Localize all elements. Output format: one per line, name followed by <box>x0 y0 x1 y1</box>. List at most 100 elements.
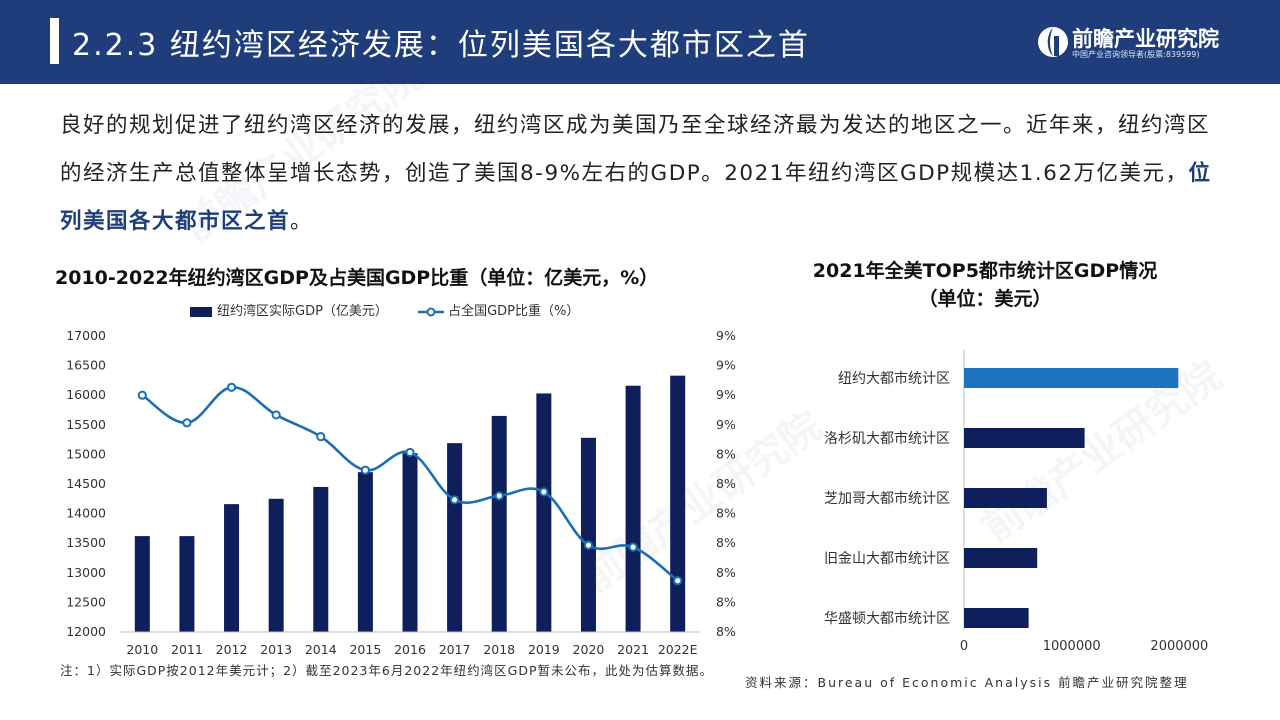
gdp-bar <box>313 486 329 632</box>
gdp-bar <box>670 375 686 632</box>
share-point <box>271 410 281 420</box>
x-axis-tick-label: 2012 <box>216 642 248 657</box>
y2-axis-tick-label: 8% <box>716 565 736 580</box>
share-point <box>450 495 460 505</box>
x-axis-tick-label: 2011 <box>171 642 203 657</box>
gdp-bar <box>536 393 552 632</box>
metro-gdp-bar <box>964 548 1038 568</box>
legend-label-share: 占全国GDP比重（%） <box>448 304 580 319</box>
y2-axis-tick-label: 8% <box>716 594 736 609</box>
x-axis-tick-label: 2016 <box>394 642 426 657</box>
gdp-bar <box>580 437 596 632</box>
legend-bar-swatch <box>190 306 212 317</box>
x-axis-tick-label: 2021 <box>617 642 649 657</box>
y2-axis-tick-label: 8% <box>716 624 736 639</box>
chart2-title: 2021年全美TOP5都市统计区GDP情况 <box>812 260 1158 282</box>
share-point <box>539 487 549 497</box>
x-axis-tick-label: 2010 <box>126 642 158 657</box>
share-point <box>628 542 638 552</box>
y-axis-tick-label: 13500 <box>66 535 106 550</box>
gdp-bar <box>447 443 463 632</box>
legend-item-gdp: 纽约湾区实际GDP（亿美元） <box>190 300 388 319</box>
metro-gdp-bar <box>964 608 1029 628</box>
intro-end: 。 <box>290 209 314 234</box>
metro-gdp-bar <box>964 488 1047 508</box>
y-axis-tick-label: 17000 <box>66 328 106 343</box>
x-axis-tick-label: 0 <box>960 639 968 654</box>
chart1-legend: 纽约湾区实际GDP（亿美元） 占全国GDP比重（%） <box>190 300 605 319</box>
header-accent-bar <box>50 18 59 64</box>
brand-name: 前瞻产业研究院 <box>1072 27 1219 51</box>
gdp-bar <box>357 472 373 632</box>
y2-axis-tick-label: 9% <box>716 387 736 402</box>
chart2-top5-metro-bar: 纽约大都市统计区洛杉矶大都市统计区芝加哥大都市统计区旧金山大都市统计区华盛顿大都… <box>824 350 1208 654</box>
y-axis-tick-label: 14500 <box>66 476 106 491</box>
y-axis-tick-label: 15000 <box>66 446 106 461</box>
share-point <box>226 382 237 392</box>
x-axis-tick-label: 2018 <box>483 642 515 657</box>
category-label: 华盛顿大都市统计区 <box>824 610 950 627</box>
brand-logo-icon <box>1038 27 1068 57</box>
share-point <box>583 540 594 550</box>
category-label: 芝加哥大都市统计区 <box>824 490 950 507</box>
share-point <box>405 447 415 458</box>
y2-axis-tick-label: 9% <box>716 417 736 432</box>
legend-item-share: 占全国GDP比重（%） <box>418 300 579 319</box>
metro-gdp-bar <box>964 428 1085 448</box>
page-header: 2.2.3 纽约湾区经济发展：位列美国各大都市区之首 前瞻产业研究院 中国产业咨… <box>0 0 1280 84</box>
y-axis-tick-label: 13000 <box>66 565 106 580</box>
gdp-bar <box>625 385 641 632</box>
y-axis-tick-label: 16500 <box>66 358 106 373</box>
intro-paragraph: 良好的规划促进了纽约湾区经济的发展，纽约湾区成为美国乃至全球经济最为发达的地区之… <box>60 102 1230 246</box>
intro-text: 良好的规划促进了纽约湾区经济的发展，纽约湾区成为美国乃至全球经济最为发达的地区之… <box>60 113 1211 186</box>
gdp-bar <box>224 504 240 632</box>
y2-axis-tick-label: 8% <box>716 446 736 461</box>
legend-label-gdp: 纽约湾区实际GDP（亿美元） <box>217 304 388 319</box>
intro-highlight: 位列美国各大都市区之首 <box>60 161 1212 234</box>
chart1-gdp-combo: 12000 12500 13000 13500 14000 14500 15000 15500… <box>66 328 736 657</box>
x-axis-tick-label: 2022E <box>658 642 698 657</box>
chart2-subtitle: （单位：美元） <box>918 288 1052 310</box>
brand-tagline: 中国产业咨询领导者(股票:839599) <box>1072 50 1200 59</box>
y2-axis-tick-label: 9% <box>716 358 736 373</box>
gdp-bar <box>402 453 418 632</box>
y-axis-tick-label: 15500 <box>66 417 106 432</box>
share-point <box>182 418 192 428</box>
gdp-bar <box>179 536 195 632</box>
x-axis-tick-label: 2000000 <box>1150 639 1208 654</box>
x-axis-tick-label: 2015 <box>349 642 381 657</box>
category-label: 洛杉矶大都市统计区 <box>824 430 950 447</box>
x-axis-tick-label: 2013 <box>260 642 292 657</box>
y-axis-tick-label: 14000 <box>66 506 106 521</box>
share-point <box>494 491 504 501</box>
share-point <box>673 576 683 586</box>
y-axis-tick-label: 12000 <box>66 624 106 639</box>
gdp-bar <box>268 498 284 632</box>
metro-gdp-bar <box>964 368 1179 388</box>
chart2-title-block: 2021年全美TOP5都市统计区GDP情况 （单位：美元） <box>700 257 1270 313</box>
x-axis-tick-label: 2020 <box>573 642 605 657</box>
gdp-bar <box>134 536 150 632</box>
y2-axis-tick-label: 8% <box>716 476 736 491</box>
gdp-bar <box>491 415 507 632</box>
category-label: 纽约大都市统计区 <box>838 370 950 387</box>
y2-axis-tick-label: 9% <box>716 328 736 343</box>
x-axis-tick-label: 2019 <box>528 642 560 657</box>
x-axis-tick-label: 2017 <box>439 642 471 657</box>
share-point <box>360 465 370 475</box>
x-axis-tick-label: 2014 <box>305 642 337 657</box>
brand-logo: 前瞻产业研究院 中国产业咨询领导者(股票:839599) <box>1036 22 1236 66</box>
source-note: 资料来源：Bureau of Economic Analysis 前瞻产业研究院… <box>745 675 1189 690</box>
y2-axis-tick-label: 8% <box>716 506 736 521</box>
x-axis-tick-label: 1000000 <box>1043 639 1101 654</box>
legend-line-swatch <box>418 307 445 316</box>
page-title: 2.2.3 纽约湾区经济发展：位列美国各大都市区之首 <box>72 28 810 63</box>
y-axis-tick-label: 16000 <box>66 387 106 402</box>
share-point <box>137 390 147 400</box>
y-axis-tick-label: 12500 <box>66 594 106 609</box>
share-point <box>316 432 326 442</box>
category-label: 旧金山大都市统计区 <box>824 550 950 567</box>
chart1-title: 2010-2022年纽约湾区GDP及占美国GDP比重（单位：亿美元，%） <box>55 267 659 289</box>
y2-axis-tick-label: 8% <box>716 535 736 550</box>
footnote: 注：1）实际GDP按2012年美元计；2）截至2023年6月2022年纽约湾区G… <box>60 663 713 678</box>
